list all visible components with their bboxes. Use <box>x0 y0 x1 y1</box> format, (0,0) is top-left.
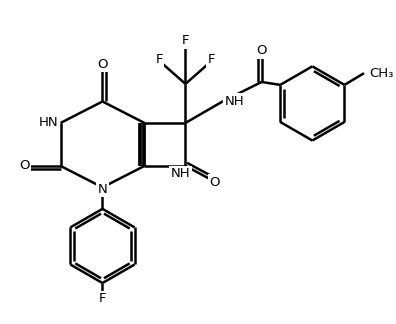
Text: F: F <box>155 53 163 66</box>
Text: F: F <box>99 292 106 305</box>
Text: O: O <box>97 58 108 71</box>
Text: N: N <box>98 183 107 196</box>
Text: F: F <box>208 53 215 66</box>
Text: O: O <box>256 44 267 57</box>
Text: O: O <box>209 176 220 189</box>
Text: HN: HN <box>39 116 59 130</box>
Text: NH: NH <box>171 167 190 180</box>
Text: NH: NH <box>225 95 244 108</box>
Text: CH₃: CH₃ <box>369 67 393 80</box>
Text: O: O <box>19 159 30 172</box>
Text: F: F <box>182 34 189 47</box>
